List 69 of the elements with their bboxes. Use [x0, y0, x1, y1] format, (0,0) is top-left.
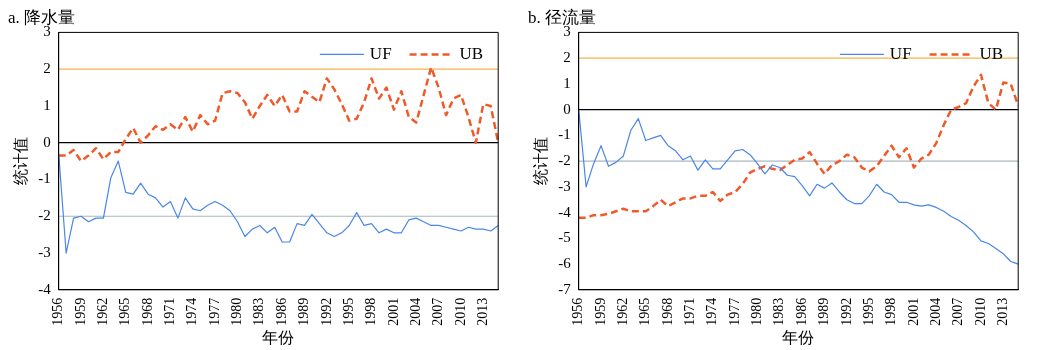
- legend-label: UF: [369, 43, 392, 63]
- x-tick-label: 1995: [340, 297, 356, 326]
- y-tick-label: -3: [558, 177, 571, 194]
- x-tick-label: 1992: [318, 297, 334, 326]
- y-tick-label: -4: [38, 280, 52, 297]
- x-tick-label: 1956: [570, 297, 586, 326]
- x-axis-title: 年份: [782, 328, 815, 346]
- y-axis-title: 统计值: [11, 137, 29, 186]
- y-tick-label: -1: [38, 170, 51, 187]
- x-tick-label: 2001: [385, 297, 401, 326]
- x-tick-label: 1998: [883, 297, 899, 326]
- y-tick-label: -1: [558, 126, 571, 143]
- x-tick-label: 2010: [972, 297, 988, 326]
- y-tick-label: -3: [38, 243, 51, 260]
- x-tick-label: 1974: [184, 297, 200, 326]
- x-tick-label: 1989: [816, 297, 832, 326]
- x-tick-label: 1998: [363, 297, 379, 326]
- y-axis-title: 统计值: [531, 137, 549, 186]
- y-tick-label: 2: [43, 60, 51, 77]
- x-tick-label: 1959: [592, 297, 608, 326]
- x-tick-label: 2007: [430, 297, 446, 326]
- x-tick-label: 1995: [860, 297, 876, 326]
- x-tick-label: 1980: [749, 297, 765, 326]
- line-series: [57, 66, 500, 163]
- x-tick-label: 1986: [273, 297, 289, 326]
- x-tick-label: 2004: [407, 297, 423, 326]
- x-tick-label: 1992: [838, 297, 854, 326]
- x-tick-label: 2010: [452, 297, 468, 326]
- legend-label: UB: [979, 43, 1004, 63]
- x-tick-label: 1980: [229, 297, 245, 326]
- x-tick-label: 1959: [72, 297, 88, 326]
- y-tick-label: -7: [558, 280, 572, 297]
- x-tick-label: 1977: [206, 297, 222, 326]
- x-tick-label: 1956: [50, 297, 66, 326]
- x-tick-label: 2007: [950, 297, 966, 326]
- y-tick-label: 1: [563, 74, 571, 91]
- x-tick-label: 1962: [95, 297, 111, 326]
- legend-label: UF: [889, 43, 912, 63]
- x-axis-title: 年份: [262, 328, 295, 346]
- x-tick-label: 1965: [637, 297, 653, 326]
- chart-title: a. 降水量: [8, 7, 76, 27]
- x-tick-label: 1968: [139, 297, 155, 326]
- x-tick-label: 2004: [927, 297, 943, 326]
- x-tick-label: 1968: [659, 297, 675, 326]
- x-tick-label: 1962: [615, 297, 631, 326]
- y-tick-label: 0: [563, 100, 571, 117]
- y-tick-label: -6: [558, 255, 572, 271]
- x-tick-label: 1983: [771, 297, 787, 326]
- x-tick-label: 2001: [905, 297, 921, 326]
- y-tick-label: 0: [43, 133, 51, 150]
- y-tick-label: -2: [558, 152, 571, 169]
- y-tick-label: 2: [563, 49, 571, 66]
- y-tick-label: 1: [43, 96, 51, 113]
- x-tick-label: 1977: [726, 297, 742, 326]
- y-tick-label: -5: [558, 229, 571, 246]
- legend-label: UB: [459, 43, 484, 63]
- chart-title: b. 径流量: [528, 7, 596, 27]
- x-tick-label: 2013: [474, 297, 490, 326]
- x-tick-label: 1971: [682, 297, 698, 326]
- x-tick-label: 1983: [251, 297, 267, 326]
- y-tick-label: -2: [38, 207, 51, 224]
- x-tick-label: 1965: [117, 297, 133, 326]
- y-tick-label: -4: [558, 203, 572, 220]
- line-series: [577, 73, 1020, 219]
- x-tick-label: 1974: [704, 297, 720, 326]
- x-tick-label: 1971: [162, 297, 178, 326]
- x-tick-label: 2013: [994, 297, 1010, 326]
- x-tick-label: 1986: [793, 297, 809, 326]
- x-tick-label: 1989: [296, 297, 312, 326]
